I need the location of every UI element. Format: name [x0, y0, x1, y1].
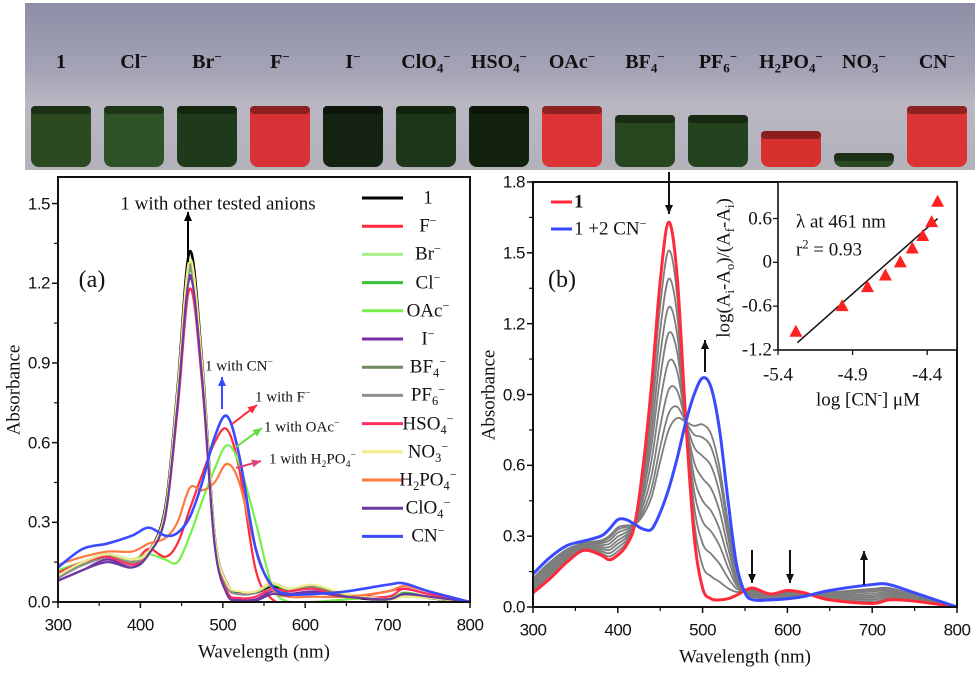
vial-meniscus — [469, 106, 529, 114]
vial: H2PO4− — [758, 3, 824, 170]
vial-meniscus — [834, 153, 894, 161]
vial-solution — [250, 106, 310, 167]
vial-solution — [761, 131, 821, 167]
chart-b-series-line — [533, 220, 957, 607]
chart-a-series-line — [58, 427, 470, 602]
vial: CN− — [904, 3, 970, 170]
vial: F− — [247, 3, 313, 170]
chart-b-arrow-up-503-head — [701, 340, 709, 349]
chart-a-plot-area — [58, 250, 470, 602]
chart-b-intermediate-line — [533, 416, 957, 607]
vial-solution — [31, 106, 91, 167]
inset-data-marker — [893, 255, 907, 268]
vial: Br− — [174, 3, 240, 170]
vial-photo: 1 Cl− Br− F− I− ClO4− HSO4− OAc− BF4− PF6− H2PO4− N… — [25, 3, 975, 170]
vial-solution — [907, 106, 967, 167]
chart-a-arrow-f-head — [247, 405, 257, 414]
chart-a-series-line — [58, 250, 470, 602]
inset-frame — [777, 181, 958, 351]
vial-solution — [177, 106, 237, 167]
vial-meniscus — [615, 115, 675, 123]
chart-a-series-line — [58, 414, 470, 602]
chart-a-arrow-cn-head — [218, 377, 226, 386]
chart-b-plot-area — [533, 220, 957, 607]
vial-meniscus — [761, 131, 821, 139]
inset-data-marker — [916, 229, 930, 242]
chart-b-arrow-down-560-head — [748, 574, 756, 583]
vial-solution — [615, 115, 675, 167]
chart-b-intermediate-line — [533, 358, 957, 607]
vial: NO3− — [831, 3, 897, 170]
vial-meniscus — [688, 115, 748, 123]
vial-solution — [834, 153, 894, 167]
vial-label: BF4− — [625, 48, 665, 76]
vial-label: NO3− — [842, 48, 886, 76]
inset-data-marker — [835, 299, 849, 312]
vial: BF4− — [612, 3, 678, 170]
chart-a-arrow-other-anions-head — [184, 212, 192, 221]
chart-b-series-line — [533, 376, 957, 607]
vial: 1 — [28, 3, 94, 170]
vial: HSO4− — [466, 3, 532, 170]
vial: PF6− — [685, 3, 751, 170]
vial-label: 1 — [56, 51, 66, 73]
vial-label: CN− — [918, 48, 956, 73]
vial-label: I− — [345, 48, 361, 73]
chart-b-arrow-up-690-head — [860, 551, 868, 560]
inset-data-marker — [789, 324, 803, 337]
chart-b-arrow-down-461-head — [665, 205, 673, 214]
vial-label: PF6− — [698, 48, 738, 76]
inset-data-marker — [878, 268, 892, 281]
vial: I− — [320, 3, 386, 170]
vial-meniscus — [177, 106, 237, 114]
chart-a-arrow-oac-head — [252, 428, 262, 437]
vial-label: F− — [270, 48, 290, 73]
vial-label: HSO4− — [470, 48, 528, 76]
chart-a-series-line — [58, 276, 470, 602]
inset-data-marker — [861, 280, 874, 293]
vial-meniscus — [31, 106, 91, 114]
vial-label: Cl− — [120, 48, 148, 73]
vial: ClO4− — [393, 3, 459, 170]
vial: Cl− — [101, 3, 167, 170]
inset-data-marker — [931, 194, 945, 207]
vial-solution — [542, 106, 602, 167]
vial-solution — [396, 106, 456, 167]
inset-data-marker — [925, 215, 939, 228]
chart-b-intermediate-line — [533, 305, 957, 607]
vial: OAc− — [539, 3, 605, 170]
chart-b-intermediate-line — [533, 405, 957, 607]
chart-a-series-line — [58, 462, 470, 602]
vial-meniscus — [104, 106, 164, 114]
vial-solution — [688, 115, 748, 167]
vial-meniscus — [250, 106, 310, 114]
vial-meniscus — [542, 106, 602, 114]
vial-solution — [469, 106, 529, 167]
chart-b-intermediate-line — [533, 331, 957, 607]
vial-label: ClO4− — [401, 48, 451, 76]
chart-a-frame — [57, 176, 471, 603]
vial-meniscus — [396, 106, 456, 114]
chart-a-series-line — [58, 444, 470, 602]
chart-b-intermediate-line — [533, 385, 957, 607]
vial-solution — [104, 106, 164, 167]
vial-meniscus — [907, 106, 967, 114]
vial-label: OAc− — [548, 48, 596, 73]
chart-a-arrow-h2po4-head — [251, 459, 261, 468]
inset-data-marker — [905, 241, 919, 254]
vial-solution — [323, 106, 383, 167]
vial-label: H2PO4− — [759, 48, 823, 76]
vial-label: Br− — [192, 48, 222, 73]
chart-b-arrow-down-603-head — [786, 574, 794, 583]
vial-meniscus — [323, 106, 383, 114]
